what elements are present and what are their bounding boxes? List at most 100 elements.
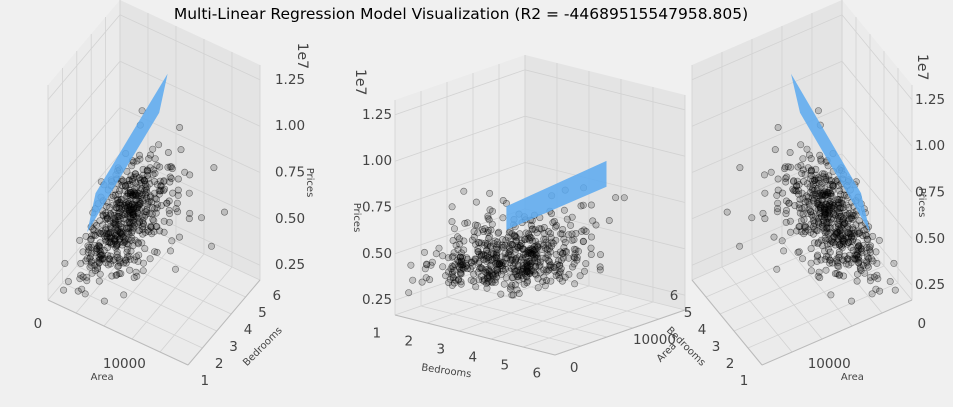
data-point xyxy=(480,251,488,259)
data-point xyxy=(828,259,836,267)
data-point xyxy=(132,179,140,187)
data-point xyxy=(807,267,815,275)
data-point xyxy=(578,227,586,235)
data-point xyxy=(165,206,173,214)
z-tick-label: 0.25 xyxy=(275,257,305,273)
data-point xyxy=(830,202,838,210)
data-point xyxy=(587,251,595,259)
data-point xyxy=(815,197,823,205)
data-point xyxy=(78,285,86,293)
data-point xyxy=(863,249,871,257)
data-point xyxy=(835,221,843,229)
data-point xyxy=(130,203,138,211)
grid-line xyxy=(691,214,843,281)
data-point xyxy=(480,241,488,249)
data-point xyxy=(560,235,568,243)
data-point xyxy=(533,258,541,266)
data-point xyxy=(587,233,595,241)
data-point xyxy=(799,255,807,263)
data-point xyxy=(405,289,413,297)
z-tick-label: 0.50 xyxy=(362,246,392,262)
data-point xyxy=(153,248,161,256)
data-point xyxy=(580,267,588,275)
data-point xyxy=(475,276,483,284)
data-point xyxy=(780,247,788,255)
data-point xyxy=(836,196,844,204)
data-point xyxy=(596,251,604,259)
data-point xyxy=(64,277,72,285)
data-point xyxy=(439,252,447,260)
data-point xyxy=(545,258,553,266)
data-point xyxy=(106,229,114,237)
data-point xyxy=(435,244,443,252)
data-point xyxy=(133,157,141,165)
data-point xyxy=(457,278,465,286)
data-point xyxy=(448,218,456,226)
data-point xyxy=(815,268,823,276)
data-point xyxy=(773,208,781,216)
data-point xyxy=(499,265,507,273)
y-tick-label: 5 xyxy=(684,305,693,321)
grid-line xyxy=(524,269,686,311)
data-point xyxy=(851,255,859,263)
data-point xyxy=(800,216,808,224)
data-point xyxy=(839,256,847,264)
data-point xyxy=(502,274,510,282)
data-point xyxy=(872,285,880,293)
data-point xyxy=(509,291,517,299)
data-point xyxy=(540,273,548,281)
data-point xyxy=(153,181,161,189)
data-point xyxy=(113,251,121,259)
data-point xyxy=(782,218,790,226)
data-point xyxy=(166,173,174,181)
data-point xyxy=(132,268,140,276)
data-point xyxy=(176,124,184,132)
data-point xyxy=(160,228,168,236)
z-tick-label: 1.00 xyxy=(362,153,392,169)
z-tick-label: 0.75 xyxy=(915,185,945,201)
data-point xyxy=(185,189,193,197)
data-point xyxy=(186,171,194,179)
data-point xyxy=(778,237,786,245)
data-point xyxy=(549,239,557,247)
data-point xyxy=(138,239,146,247)
z-tick-label: 0.50 xyxy=(275,211,305,227)
data-point xyxy=(150,217,158,225)
data-point xyxy=(98,255,106,263)
data-point xyxy=(522,254,530,262)
data-point xyxy=(121,187,129,195)
data-point xyxy=(77,259,85,267)
data-point xyxy=(835,262,843,270)
z-axis-label: Prices xyxy=(351,203,362,233)
data-point xyxy=(125,218,133,226)
data-point xyxy=(198,214,206,222)
z-tick-label: 0.75 xyxy=(275,165,305,181)
data-point xyxy=(471,221,479,229)
data-point xyxy=(177,146,185,154)
data-point xyxy=(833,195,841,203)
data-point xyxy=(93,245,101,253)
data-point xyxy=(514,273,522,281)
data-point xyxy=(418,278,426,286)
data-point xyxy=(461,219,469,227)
data-point xyxy=(165,218,173,226)
data-point xyxy=(115,209,123,217)
data-point xyxy=(83,277,91,285)
y-tick-label: 2 xyxy=(215,356,224,372)
data-point xyxy=(814,206,822,214)
chart-title: Multi-Linear Regression Model Visualizat… xyxy=(173,5,749,23)
data-point xyxy=(427,261,435,269)
data-point xyxy=(141,187,149,195)
data-point xyxy=(795,248,803,256)
data-point xyxy=(853,270,861,278)
y-axis-line xyxy=(691,279,763,366)
data-point xyxy=(164,163,172,171)
data-point xyxy=(852,221,860,229)
data-point xyxy=(174,191,182,199)
data-point xyxy=(804,226,812,234)
data-point xyxy=(114,213,122,221)
data-point xyxy=(488,271,496,279)
data-point xyxy=(449,252,457,260)
data-point xyxy=(853,277,861,285)
data-point xyxy=(521,236,529,244)
